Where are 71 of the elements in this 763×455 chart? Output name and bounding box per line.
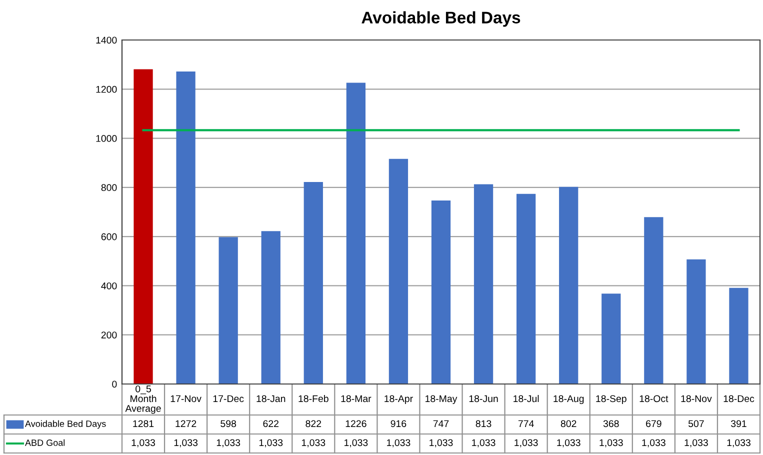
y-tick-label: 800 — [101, 184, 117, 192]
x-tick-label: 18-Sep — [596, 395, 626, 404]
x-tick-label: 18-Oct — [640, 395, 668, 402]
data-label: 1,033 — [344, 439, 368, 448]
data-label: 774 — [518, 420, 534, 428]
bar — [176, 71, 196, 384]
bar — [686, 259, 706, 384]
data-label: 1,033 — [302, 439, 326, 448]
x-tick-label: 18-Jun — [469, 395, 498, 402]
data-label: 391 — [730, 420, 746, 428]
x-tick-label: 18-Apr — [384, 395, 413, 404]
x-tick-label: 18-Nov — [681, 395, 712, 402]
data-label: 1,033 — [727, 439, 750, 448]
bar — [134, 69, 153, 384]
bar — [474, 184, 494, 384]
x-tick-label: 18-Jan — [256, 395, 286, 402]
bar — [431, 200, 451, 384]
bar — [218, 237, 238, 384]
data-label: 822 — [306, 420, 322, 428]
x-tick-label: 18-Mar — [341, 395, 372, 402]
data-label: 1272 — [176, 420, 196, 428]
y-tick-label: 1200 — [96, 86, 117, 93]
data-label: 1,033 — [557, 439, 580, 448]
data-label: 916 — [390, 420, 406, 428]
bar — [304, 182, 323, 384]
y-tick-label: 400 — [101, 282, 117, 290]
data-label: 1,033 — [684, 439, 708, 448]
x-tick-label: 0_5 Month Average — [125, 385, 161, 414]
legend-label: Avoidable Bed Days — [25, 420, 106, 429]
data-label: 368 — [603, 420, 619, 428]
bar — [559, 186, 578, 384]
data-label: 622 — [263, 420, 278, 428]
data-label: 1,033 — [174, 439, 198, 448]
data-label: 1,033 — [259, 439, 283, 448]
data-label: 802 — [560, 420, 576, 428]
y-tick-label: 0 — [112, 380, 117, 388]
data-label: 747 — [433, 420, 449, 428]
data-label: 679 — [646, 420, 662, 428]
x-tick-label: 18-Feb — [298, 394, 328, 402]
data-label: 1,033 — [387, 439, 410, 448]
data-label: 813 — [476, 420, 492, 428]
bar — [388, 158, 408, 384]
x-tick-label: 18-Aug — [554, 395, 584, 404]
data-label: 1226 — [346, 420, 366, 428]
data-label: 1,033 — [642, 439, 666, 448]
data-label: 1,033 — [472, 439, 496, 448]
data-label: 1,033 — [132, 439, 156, 448]
y-tick-label: 600 — [101, 233, 117, 240]
bar — [516, 194, 536, 384]
y-tick-label: 1400 — [96, 36, 117, 44]
x-tick-label: 18-Jul — [514, 394, 539, 402]
data-label: 598 — [220, 420, 236, 428]
x-tick-label: 18-Dec — [724, 395, 754, 402]
data-label: 1,033 — [514, 439, 538, 448]
data-label: 1281 — [133, 420, 154, 428]
bar — [346, 82, 366, 384]
y-tick-label: 200 — [101, 332, 117, 338]
chart-title: Avoidable Bed Days — [362, 11, 520, 27]
bar — [644, 217, 664, 384]
data-label: 507 — [688, 420, 704, 428]
bar — [261, 231, 280, 384]
bar — [729, 288, 748, 384]
data-label: 1,033 — [216, 439, 240, 448]
x-tick-label: 17-Dec — [213, 395, 244, 402]
data-label: 1,033 — [430, 439, 453, 448]
legend-label: ABD Goal — [25, 439, 65, 446]
bar — [602, 294, 621, 384]
x-tick-label: 18-May — [426, 395, 458, 404]
y-tick-label: 1000 — [96, 135, 117, 142]
x-tick-label: 17-Nov — [170, 395, 202, 402]
data-label: 1,033 — [600, 439, 623, 448]
